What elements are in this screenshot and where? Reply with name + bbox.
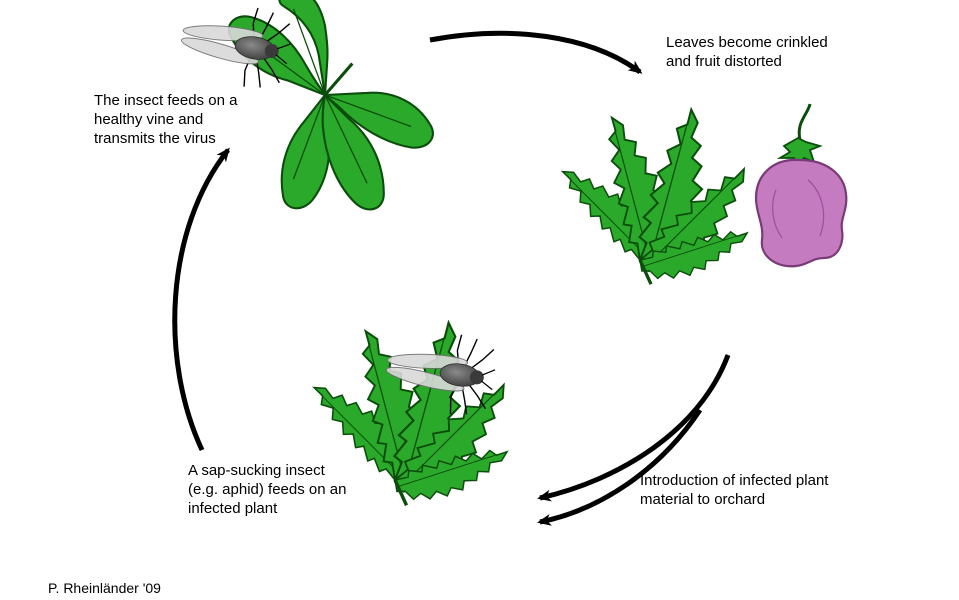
label-bottom-left: A sap-sucking insect (e.g. aphid) feeds … [188,462,348,518]
arrow-left-up [175,150,228,450]
stage-crinkled-leaf [545,106,756,296]
stage-distorted-fruit [756,104,846,266]
credit-text: P. Rheinländer '09 [48,580,161,596]
cycle-diagram [0,0,959,600]
label-top-left: The insect feeds on a healthy vine and t… [94,92,264,148]
label-top-right: Leaves become crinkled and fruit distort… [666,34,856,72]
arrow-top [430,33,640,72]
label-bottom-right: Introduction of infected plant material … [640,472,860,510]
